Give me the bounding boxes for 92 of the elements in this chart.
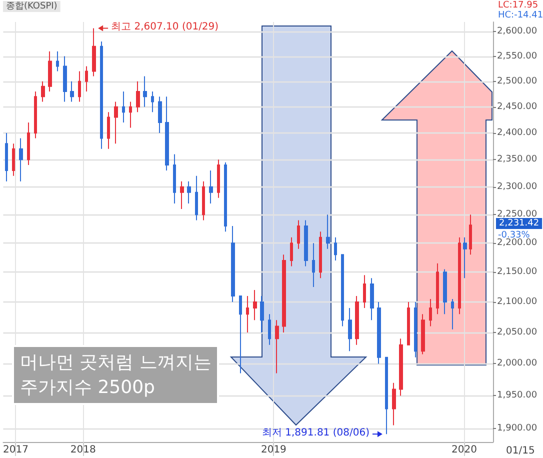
candlestick <box>85 66 88 92</box>
candlestick <box>282 254 286 333</box>
text: 01/15 <box>506 446 535 456</box>
candlestick <box>78 70 81 102</box>
candlestick <box>363 274 366 308</box>
candlestick <box>326 214 330 250</box>
candlestick <box>414 301 417 358</box>
y-tick-label: 2,250.00 <box>497 210 538 220</box>
candlestick <box>129 101 132 128</box>
y-tick-label: 2,550.00 <box>497 51 538 62</box>
candlestick <box>92 28 96 77</box>
candlestick <box>202 180 205 221</box>
y-tick-label: 2,150.00 <box>497 267 538 278</box>
candlestick <box>100 40 103 150</box>
candlestick <box>12 143 15 176</box>
y-tick-label: 2,300.00 <box>497 182 538 192</box>
candlestick <box>319 231 322 279</box>
y-tick-label: 2,400.00 <box>497 128 538 138</box>
candlestick <box>421 314 425 355</box>
candlestick <box>451 298 454 330</box>
candlestick <box>158 96 162 134</box>
candlestick <box>334 236 337 261</box>
candlestick <box>187 180 191 204</box>
candlestick <box>458 236 461 315</box>
candlestick <box>253 289 257 321</box>
candlestick <box>469 214 472 256</box>
candlestick <box>107 112 110 150</box>
x-tick-label: 2017 <box>3 444 28 456</box>
y-tick-label: 2,500.00 <box>497 76 538 86</box>
y-tick-label: 2,350.00 <box>497 154 538 165</box>
candlestick <box>304 220 308 267</box>
candlestick <box>151 90 154 113</box>
y-tick-label: 1,900.00 <box>497 424 538 434</box>
candlestick <box>290 236 293 267</box>
candlestick <box>312 242 315 288</box>
text: HC:-14.41 <box>498 10 543 20</box>
candlestick <box>407 301 410 346</box>
chart-title: 종합(KOSPI) <box>6 2 58 12</box>
annotation: 최고 2,607.10 (01/29) <box>111 22 219 33</box>
candlestick <box>48 50 52 92</box>
candlestick <box>56 50 59 72</box>
candlestick <box>436 262 439 315</box>
candlestick <box>195 175 198 221</box>
candlestick <box>370 278 374 321</box>
candlestick <box>399 338 403 396</box>
candlestick <box>173 154 176 204</box>
candlestick <box>297 220 300 250</box>
candlestick <box>34 90 37 139</box>
candlestick <box>165 96 169 171</box>
candlestick <box>27 122 30 166</box>
candlestick <box>70 80 74 102</box>
candlestick <box>5 132 8 182</box>
y-tick-label: 2,450.00 <box>497 102 538 112</box>
candlestick <box>377 301 381 364</box>
candlestick <box>180 180 184 210</box>
y-tick-label: 2,200.00 <box>497 238 538 248</box>
candlestick <box>246 295 249 333</box>
candlestick <box>114 101 118 144</box>
candlestick <box>122 90 125 123</box>
x-tick-label: 2018 <box>70 444 96 456</box>
candlestick <box>143 76 147 108</box>
text: 2,231.42 <box>499 218 540 228</box>
candlestick <box>260 295 264 333</box>
y-tick-label: 1,950.00 <box>497 390 538 401</box>
candlestick <box>217 159 220 198</box>
candlestick <box>392 382 396 426</box>
candlestick <box>231 225 235 302</box>
y-tick-label: 2,600.00 <box>497 26 538 37</box>
x-tick-label: 2020 <box>452 444 478 456</box>
candlestick <box>19 138 23 182</box>
candlestick <box>224 162 227 232</box>
y-tick-label: 2,050.00 <box>497 327 538 338</box>
candlestick <box>268 314 271 346</box>
candlestick <box>136 80 140 113</box>
text: LC:17.95 <box>498 0 538 10</box>
candlestick <box>443 268 447 315</box>
candlestick <box>341 254 344 327</box>
candlestick <box>463 236 467 279</box>
candlestick <box>385 356 388 435</box>
candlestick <box>355 295 359 346</box>
annotation: 최저 1,891.81 (08/06) <box>262 428 370 439</box>
annotation: 머나먼 곳처럼 느껴지는 주가지수 2500p <box>12 345 220 405</box>
x-tick-label: 2019 <box>260 444 286 456</box>
y-tick-label: 2,000.00 <box>497 358 538 369</box>
candlestick <box>275 320 279 374</box>
candlestick <box>348 308 352 352</box>
y-tick-label: 2,100.00 <box>497 296 538 307</box>
candlestick <box>209 170 213 204</box>
candlestick <box>63 56 67 102</box>
candlestick <box>429 298 432 327</box>
candlestick <box>239 295 242 374</box>
candlestick <box>41 80 45 102</box>
